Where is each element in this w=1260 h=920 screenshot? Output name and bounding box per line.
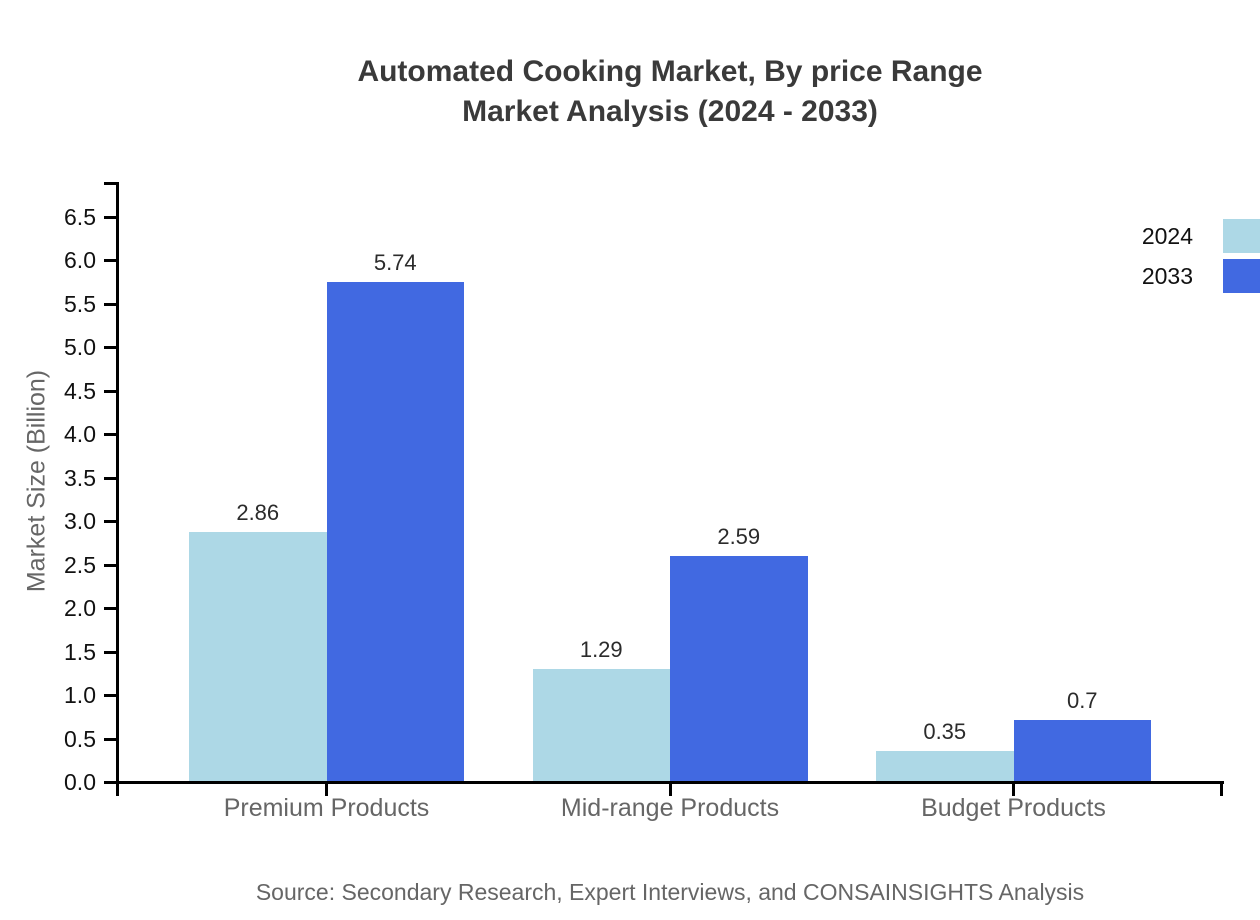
y-tick (104, 781, 116, 784)
chart-title-line1: Automated Cooking Market, By price Range (357, 55, 983, 88)
y-tick (104, 607, 116, 610)
y-tick (104, 694, 116, 697)
x-tick (116, 784, 119, 796)
bar-2024-premium-products (189, 532, 327, 781)
y-tick (104, 737, 116, 741)
bar-2033-mid-range-products (670, 555, 808, 781)
y-axis-spine (116, 182, 119, 784)
x-tick (325, 784, 328, 796)
y-tick-label: 4.5 (64, 377, 96, 404)
source-note: Source: Secondary Research, Expert Inter… (255, 879, 1085, 905)
bar-2024-budget-products (876, 750, 1014, 781)
bar-2024-mid-range-products (532, 668, 670, 781)
y-axis-endcap (104, 182, 116, 185)
value-label-2033-mid-range-products: 2.59 (717, 523, 761, 549)
category-label-premium-products: Premium Products (223, 794, 430, 822)
legend-label-2033: 2033 (1141, 262, 1193, 289)
chart-title-line2: Market Analysis (2024 - 2033) (462, 95, 878, 128)
y-tick-label: 2.5 (64, 551, 96, 578)
legend-swatch-2033 (1223, 259, 1260, 293)
bar-2033-budget-products (1013, 720, 1151, 781)
legend-item-2024: 2024 (1142, 219, 1260, 253)
y-tick (104, 389, 116, 393)
y-tick (104, 259, 116, 262)
legend-swatch-2024 (1223, 219, 1260, 253)
y-tick-label: 5.0 (64, 334, 96, 360)
y-tick-label: 0.5 (64, 725, 96, 752)
y-tick-label: 6.0 (64, 247, 96, 273)
x-tick (668, 784, 672, 796)
category-label-budget-products: Budget Products (921, 794, 1106, 822)
legend-item-2033: 2033 (1142, 259, 1260, 293)
x-axis-spine (116, 781, 1224, 784)
y-tick (104, 302, 116, 306)
value-label-2024-mid-range-products: 1.29 (579, 636, 623, 662)
y-tick-label: 1.0 (64, 682, 96, 708)
legend-label-2024: 2024 (1141, 222, 1193, 249)
y-tick-label: 2.0 (64, 595, 96, 621)
bar-2033-premium-products (326, 281, 464, 781)
y-tick-label: 6.5 (64, 203, 96, 230)
y-tick-label: 1.5 (64, 638, 96, 665)
y-tick (104, 346, 116, 349)
value-label-2024-budget-products: 0.35 (923, 718, 967, 744)
y-tick-label: 0.0 (64, 769, 96, 795)
x-tick (1219, 784, 1223, 796)
y-tick (104, 215, 116, 219)
category-label-mid-range-products: Mid-range Products (560, 794, 780, 822)
value-label-2033-premium-products: 5.74 (373, 249, 417, 275)
y-tick (104, 650, 116, 654)
y-tick-label: 3.5 (64, 464, 96, 491)
value-label-2024-premium-products: 2.86 (236, 500, 280, 526)
value-label-2033-budget-products: 0.7 (1066, 688, 1098, 714)
y-tick (104, 563, 116, 567)
y-tick-label: 4.0 (64, 421, 96, 447)
y-tick (104, 476, 116, 480)
chart-title: Automated Cooking Market, By price Range… (0, 52, 1260, 132)
y-tick-label: 3.0 (64, 508, 96, 534)
y-tick (104, 433, 116, 436)
y-tick-label: 5.5 (64, 290, 96, 317)
legend: 2024 2033 (1142, 219, 1260, 293)
y-tick (104, 520, 116, 523)
x-tick (1012, 784, 1015, 796)
